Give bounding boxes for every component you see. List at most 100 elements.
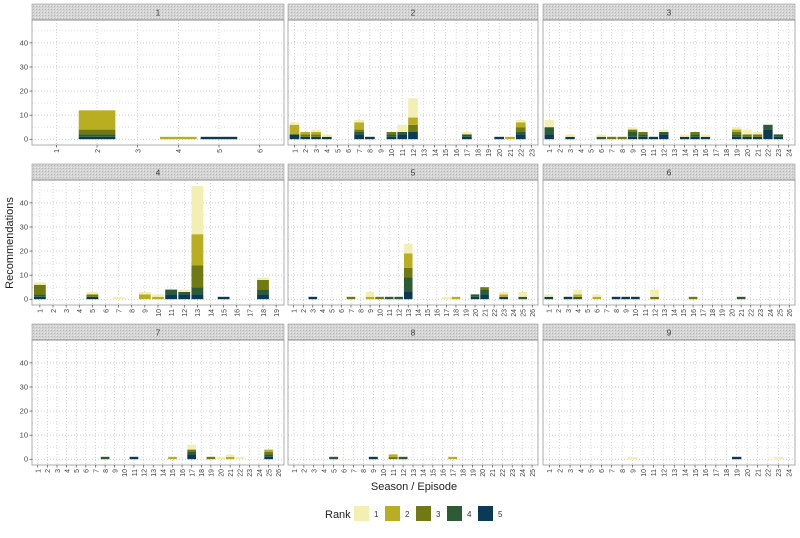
facet-strip-label: 6 [667,169,672,178]
x-tick-label: 6 [339,309,346,313]
bar-s1-e2-rank5 [78,136,116,140]
x-tick-label: 20 [745,469,752,477]
bar-s3-e21-rank3 [752,134,763,137]
bar-s5-e13-rank5 [403,291,413,300]
x-tick-label: 8 [130,309,137,313]
x-tick-label: 2 [557,469,564,473]
bar-s3-e9-rank4 [627,131,638,137]
bar-s5-e7-rank3 [346,296,356,300]
bar-s2-e3-rank2 [311,131,321,135]
facet-strip-label: 5 [411,169,416,178]
x-tick-label: 20 [729,309,736,317]
panel-border [542,179,796,306]
x-tick-label: 17 [248,309,255,317]
x-tick-label: 26 [530,309,537,317]
bar-s5-e17-rank1 [442,296,451,300]
facet-strip-label: 2 [411,9,416,18]
x-tick-label: 1 [36,469,43,473]
x-tick-label: 9 [624,309,631,313]
y-tick-label: 20 [20,87,28,96]
x-tick-label: 7 [116,309,123,313]
bar-s2-e2-rank3 [300,134,311,137]
bar-s3-e19-rank2 [732,129,742,132]
bar-s6-e12-rank1 [650,289,659,297]
bar-s3-e6-rank1 [596,134,606,137]
x-tick-label: 2 [303,149,310,153]
x-tick-label: 8 [103,469,110,473]
bar-s3-e22-rank5 [763,129,773,140]
x-tick-label: 15 [425,309,432,317]
x-tick-label: 13 [672,469,679,477]
bar-s7-e19-rank3 [206,456,216,460]
x-tick-label: 5 [585,309,592,313]
bar-s5-e21-rank4 [480,289,489,295]
x-tick-label: 11 [391,469,398,476]
bar-s1-e4-rank2 [160,136,197,140]
bar-s7-e15-rank2 [168,456,177,460]
x-tick-label: 1 [547,469,554,473]
x-tick-label: 21 [755,149,762,157]
x-tick-label: 6 [84,469,91,473]
x-tick-label: 5 [217,149,224,153]
bar-s3-e20-rank5 [742,136,752,140]
x-tick-label: 10 [641,469,648,477]
bar-s3-e3-rank5 [565,136,575,140]
bar-s3-e3-rank1 [565,134,575,137]
x-tick-label: 9 [368,309,375,313]
x-tick-label: 16 [235,309,242,317]
bar-s2-e7-rank5 [354,134,364,140]
bar-s4-e1-rank3 [33,284,46,295]
x-tick-label: 4 [176,149,183,153]
legend-label-rank-2: 2 [405,510,410,519]
bar-s3-e1-rank4 [544,127,554,135]
bar-s2-e11-rank5 [397,134,408,140]
x-tick-label: 16 [691,309,698,317]
bar-s3-e7-rank3 [607,136,617,140]
bar-s2-e12-rank5 [408,131,418,140]
facet-panel-season-9: 91 2 3 4 5 6 7 8 9 10 11 12 13 14 15 16 17 18 19 20 21 22 23 24 [542,323,796,477]
x-tick-label: 15 [693,149,700,157]
facet-panel-season-7: 71 2 3 4 5 6 7 8 9 10 11 12 13 14 15 16 17 18 19 20 21 22 23 24… [20,323,285,477]
bar-s2-e22-rank5 [515,134,526,140]
x-tick-label: 24 [511,309,518,317]
bar-s2-e22-rank2 [515,122,526,128]
bar-s7-e25-rank4 [264,454,273,457]
x-tick-label: 17 [189,469,196,477]
x-tick-label: 1 [38,309,45,313]
x-tick-label: 22 [500,469,507,477]
x-tick-label: 21 [482,309,489,317]
bar-s3-e14-rank1 [679,134,690,137]
bar-s8-e11-rank2 [388,454,398,457]
x-tick-label: 17 [714,469,721,477]
bar-s8-e17-rank2 [448,456,458,460]
x-tick-label: 11 [651,469,658,476]
x-tick-label: 8 [614,309,621,313]
x-tick-label: 3 [55,469,62,473]
bar-s2-e17-rank4 [462,134,472,137]
bar-s3-e21-rank1 [752,131,763,135]
bar-s6-e6-rank2 [592,296,602,300]
legend-swatch-rank-3 [416,506,431,521]
x-tick-label: 24 [520,469,527,477]
x-tick-label: 5 [589,149,596,153]
x-tick-label: 8 [361,469,368,473]
x-tick-label: 16 [703,469,710,477]
bar-s3-e15-rank5 [690,136,700,140]
y-tick-label: 0 [24,295,28,304]
bar-s4-e18-rank5 [257,294,269,300]
y-tick-label: 10 [20,111,28,120]
x-tick-label: 13 [662,309,669,317]
bar-s5-e3-rank5 [308,296,318,300]
bar-s1-e5-rank5 [200,136,238,140]
x-tick-label: 24 [787,149,794,157]
bar-s2-e8-rank5 [365,136,375,140]
bar-s3-e22-rank4 [763,124,773,130]
bar-s3-e12-rank4 [659,131,669,135]
bar-s7-e22-rank1 [235,456,245,460]
bar-s5-e13-rank2 [403,253,413,268]
x-tick-label: 2 [557,149,564,153]
x-tick-label: 14 [208,309,215,317]
y-tick-label: 0 [24,135,28,144]
bar-s7-e25-rank5 [264,456,273,460]
facet-panel-season-2: 21 2 3 4 5 6 7 8 9 10 11 12 13 14 15 16 17 18 19 20 21 22 23 [287,3,539,157]
